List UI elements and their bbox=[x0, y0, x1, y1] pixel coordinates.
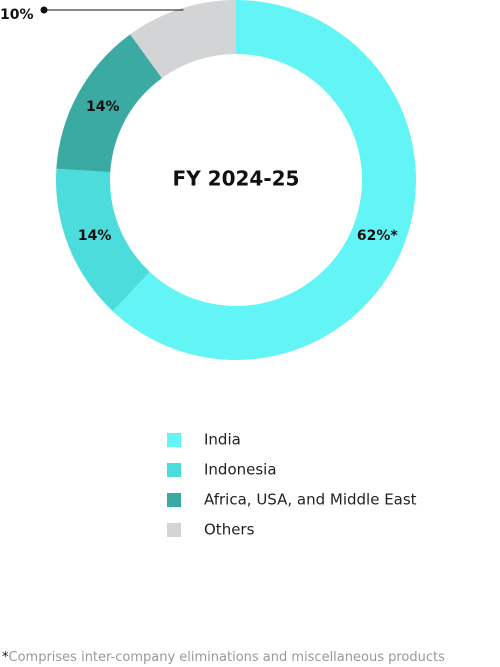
data-label: 14% bbox=[78, 228, 112, 244]
legend-swatch bbox=[167, 463, 181, 477]
legend-label: Africa, USA, and Middle East bbox=[204, 491, 417, 509]
footnote: *Comprises inter-company eliminations an… bbox=[2, 650, 445, 665]
center-label: FY 2024-25 bbox=[173, 167, 300, 191]
donut-segment bbox=[112, 0, 416, 360]
legend-label: Others bbox=[204, 521, 255, 539]
data-label: 62%* bbox=[357, 228, 399, 244]
legend-label: India bbox=[204, 431, 241, 449]
donut-segment bbox=[130, 0, 236, 79]
donut-segment bbox=[56, 168, 150, 312]
leader-dot bbox=[40, 6, 48, 14]
data-label: 10% bbox=[0, 7, 34, 23]
legend-swatch bbox=[167, 493, 181, 507]
footnote-text: Comprises inter-company eliminations and… bbox=[9, 650, 446, 665]
donut-segment bbox=[56, 34, 162, 173]
data-label: 14% bbox=[86, 99, 120, 115]
footnote-marker: * bbox=[2, 650, 9, 665]
legend-label: Indonesia bbox=[204, 461, 277, 479]
legend-swatch bbox=[167, 433, 181, 447]
legend-swatch bbox=[167, 523, 181, 537]
